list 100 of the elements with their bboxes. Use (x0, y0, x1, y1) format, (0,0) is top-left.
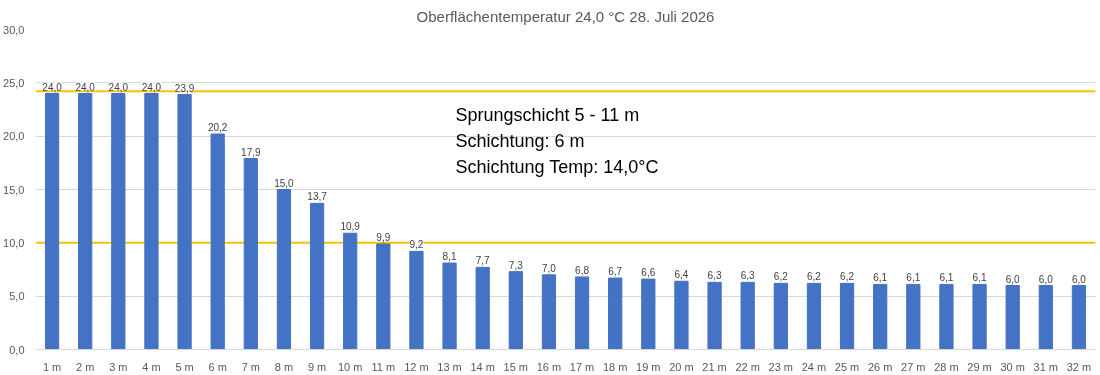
annotation: Schichtung: 6 m (455, 130, 585, 151)
data-label: 24,0 (75, 81, 96, 93)
bar (608, 277, 623, 350)
data-label: 6,8 (575, 264, 590, 276)
x-tick-label: 26 m (867, 360, 893, 373)
x-tick-label: 32 m (1066, 360, 1092, 373)
data-label: 9,9 (376, 231, 391, 243)
bar (906, 283, 921, 350)
data-label: 9,2 (409, 239, 424, 251)
x-tick-label: 27 m (901, 360, 926, 373)
bar (707, 281, 722, 350)
x-tick-label: 18 m (602, 360, 628, 373)
data-label: 7,0 (541, 262, 557, 274)
bar (1005, 285, 1020, 350)
annotation: Schichtung Temp: 14,0°C (455, 156, 659, 177)
data-label: 20,2 (207, 122, 228, 134)
data-label: 24,0 (42, 81, 63, 93)
bar (210, 133, 225, 350)
bar (839, 282, 855, 350)
data-label: 6,2 (840, 271, 855, 283)
x-tick-label: 16 m (536, 360, 562, 373)
x-tick-label: 10 m (337, 360, 363, 373)
data-label: 24,0 (108, 81, 129, 93)
x-tick-label: 4 m (142, 360, 161, 373)
bar (475, 266, 490, 350)
data-label: 6,0 (1071, 273, 1087, 285)
x-tick-label: 11 m (371, 360, 396, 373)
x-tick-label: 19 m (636, 360, 661, 373)
x-tick-label: 8 m (274, 360, 294, 373)
x-tick-label: 23 m (768, 360, 794, 373)
x-tick-label: 28 m (934, 360, 959, 373)
y-tick-label: 5,0 (9, 290, 25, 303)
data-label: 7,3 (508, 259, 524, 271)
bar (409, 250, 424, 350)
data-label: 17,9 (241, 146, 261, 158)
chart-title: Oberflächentemperatur 24,0 °C 28. Juli 2026 (416, 7, 715, 25)
data-label: 7,7 (475, 255, 491, 267)
x-tick-label: 9 m (307, 360, 327, 373)
data-label: 6,2 (773, 271, 789, 283)
data-label: 6,4 (674, 269, 689, 281)
x-tick-label: 7 m (241, 360, 260, 373)
bar (773, 282, 788, 350)
data-label: 13,7 (307, 191, 328, 203)
bar (740, 281, 755, 350)
x-tick-label: 29 m (967, 360, 992, 373)
data-label: 6,6 (641, 267, 656, 279)
y-tick-label: 30,0 (3, 23, 25, 36)
x-tick-label: 12 m (404, 360, 429, 373)
y-tick-label: 0,0 (9, 343, 25, 356)
data-label: 6,1 (873, 272, 888, 284)
data-label: 6,7 (608, 266, 623, 278)
data-label: 6,0 (1038, 273, 1054, 285)
x-tick-label: 1 m (42, 360, 62, 373)
x-tick-label: 2 m (76, 360, 95, 373)
x-tick-label: 30 m (1000, 360, 1025, 373)
x-tick-label: 24 m (801, 360, 827, 373)
bar (276, 189, 292, 350)
x-tick-label: 17 m (569, 360, 595, 373)
bar (1038, 285, 1053, 350)
bar (243, 158, 258, 350)
x-tick-label: 25 m (834, 360, 860, 373)
data-label: 23,9 (174, 82, 195, 94)
data-label: 15,0 (274, 177, 295, 189)
x-tick-label: 3 m (109, 360, 128, 373)
bar (574, 276, 590, 350)
data-label: 6,0 (1005, 273, 1021, 285)
y-tick-label: 10,0 (3, 236, 25, 249)
bar (376, 243, 391, 350)
x-tick-label: 21 m (702, 360, 727, 373)
x-tick-label: 13 m (437, 360, 462, 373)
x-tick-label: 6 m (208, 360, 227, 373)
bar (111, 93, 126, 350)
x-tick-label: 20 m (669, 360, 694, 373)
bar (144, 93, 159, 350)
x-tick-label: 22 m (735, 360, 760, 373)
bar (309, 202, 325, 350)
data-label: 6,3 (740, 270, 756, 282)
x-tick-label: 31 m (1033, 360, 1059, 373)
annotation: Sprungschicht 5 - 11 m (455, 104, 640, 125)
bar (939, 283, 954, 350)
bar (343, 232, 358, 350)
bar (972, 283, 987, 350)
bar (541, 274, 557, 350)
x-tick-label: 5 m (175, 360, 194, 373)
data-label: 24,0 (141, 81, 162, 93)
bar (508, 271, 523, 350)
data-label: 10,9 (340, 221, 361, 233)
x-tick-label: 14 m (470, 360, 495, 373)
x-tick-label: 15 m (503, 360, 529, 373)
bar (641, 278, 656, 350)
y-tick-label: 25,0 (3, 76, 25, 89)
data-label: 6,1 (972, 272, 987, 284)
y-tick-label: 15,0 (3, 183, 25, 196)
data-label: 6,3 (707, 270, 722, 282)
data-label: 6,1 (939, 272, 954, 284)
y-tick-label: 20,0 (3, 130, 25, 143)
bar (674, 280, 689, 350)
data-label: 8,1 (442, 251, 457, 263)
data-label: 6,1 (906, 272, 921, 284)
bar (78, 93, 93, 350)
